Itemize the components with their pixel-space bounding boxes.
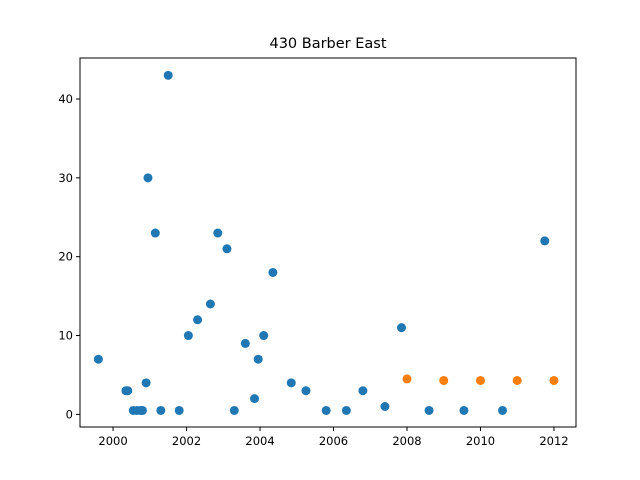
series-1-point — [380, 402, 390, 411]
series-1-point — [143, 173, 153, 183]
series-1-point — [259, 331, 269, 341]
y-tick-label: 40 — [58, 92, 73, 106]
series-1-point — [174, 405, 184, 415]
series-1-point — [268, 267, 278, 277]
series-1-point — [240, 338, 250, 348]
series-1-point — [498, 405, 508, 415]
series-1-point — [93, 354, 103, 364]
y-tick-label: 20 — [58, 250, 73, 264]
points-layer — [93, 70, 559, 415]
series-1-point — [286, 378, 296, 388]
series-1-point — [250, 394, 260, 404]
y-tick-label: 30 — [58, 171, 73, 185]
series-1-point — [424, 405, 434, 415]
series-1-point — [156, 405, 166, 415]
x-tick-label: 2010 — [466, 434, 495, 448]
y-tick-label: 10 — [58, 329, 73, 343]
chart-title: 430 Barber East — [269, 36, 386, 52]
y-tick-label: 0 — [66, 407, 73, 421]
series-1-point — [193, 315, 203, 325]
series-1-point — [229, 405, 239, 415]
series-1-point — [163, 70, 173, 80]
x-tick-label: 2006 — [319, 434, 348, 448]
series-1-point — [253, 354, 263, 364]
series-1-point — [341, 405, 351, 415]
series-2-point — [512, 375, 522, 385]
series-1-point — [321, 405, 331, 415]
series-2-point — [402, 374, 412, 384]
series-1-point — [123, 386, 133, 396]
series-1-point — [540, 236, 550, 246]
series-2-point — [475, 375, 485, 385]
x-tick-label: 2000 — [98, 434, 127, 448]
series-1-point — [205, 299, 215, 309]
x-axis: 2000 2002 2004 2006 2008 2010 2012 — [98, 427, 569, 448]
series-1-point — [137, 405, 147, 415]
series-1-point — [141, 378, 151, 388]
series-1-point — [358, 386, 368, 396]
x-tick-label: 2012 — [539, 434, 568, 448]
y-axis: 0 10 20 30 40 — [58, 92, 80, 421]
plot-frame — [79, 57, 577, 428]
series-1-point — [213, 228, 223, 238]
series-1-point — [183, 331, 193, 341]
series-1-point — [459, 405, 469, 415]
series-2-point — [439, 375, 449, 385]
x-tick-label: 2004 — [245, 434, 274, 448]
series-1-point — [222, 244, 232, 254]
series-1-point — [396, 323, 406, 333]
series-2-point — [549, 375, 559, 385]
x-tick-label: 2008 — [392, 434, 421, 448]
series-1-point — [150, 228, 160, 238]
series-1-point — [301, 386, 311, 396]
x-tick-label: 2002 — [172, 434, 201, 448]
